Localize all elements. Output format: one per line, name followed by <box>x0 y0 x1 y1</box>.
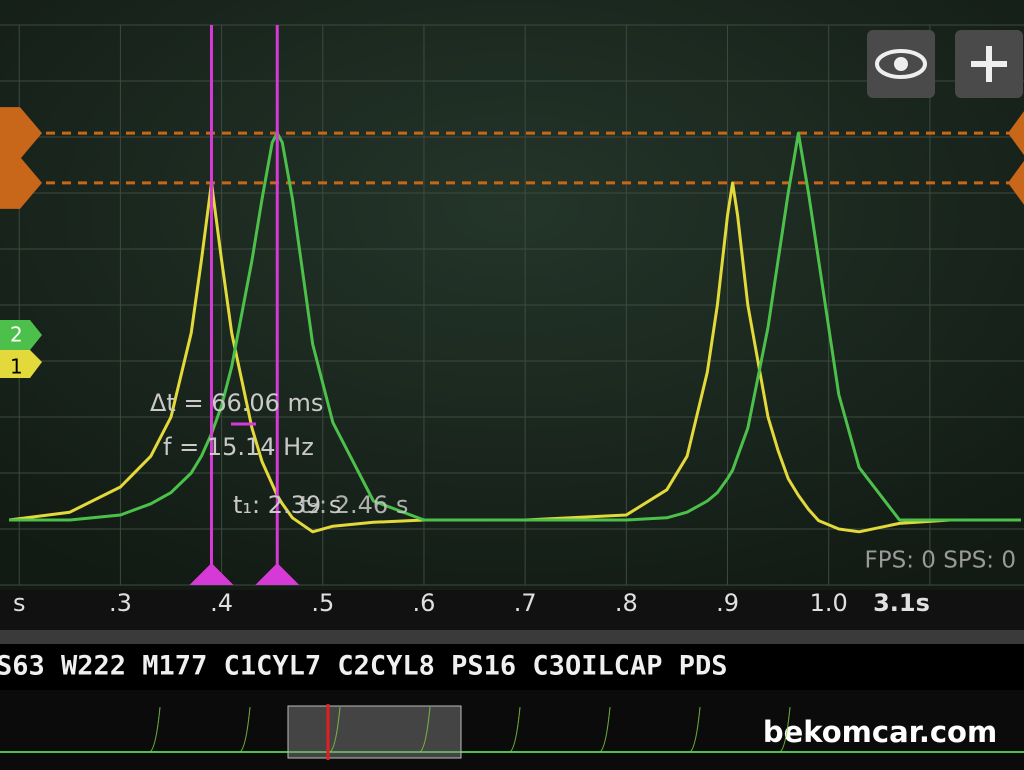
y-cursor-handle <box>1008 160 1024 205</box>
channel-tag-2[interactable] <box>0 320 42 350</box>
overview-trace <box>239 706 251 753</box>
x-tick-label: 3.1s <box>873 589 930 617</box>
t1: t₁: 2.39 s <box>233 491 341 519</box>
t2: t₂: 2.46 s <box>300 491 408 519</box>
x-tick-label: .7 <box>514 589 537 617</box>
trace <box>9 131 1021 522</box>
x-tick-label: .9 <box>716 589 739 617</box>
x-tick-label: .8 <box>615 589 638 617</box>
axis-bar <box>0 590 1024 630</box>
separator <box>0 630 1024 644</box>
x-cursor-handle <box>255 563 300 585</box>
channel-tag-label: 1 <box>10 355 23 379</box>
overview-trace <box>599 706 611 753</box>
overview[interactable] <box>0 704 1024 760</box>
x-tick-label: 1.0 <box>810 589 848 617</box>
x-tick-label: .6 <box>413 589 436 617</box>
delta-t: Δt = 66.06 ms <box>150 389 323 417</box>
overview-trace <box>149 706 161 753</box>
eye-button[interactable] <box>867 30 935 98</box>
overview-trace <box>689 706 701 753</box>
x-tick-label: .3 <box>109 589 132 617</box>
y-cursor-handle <box>0 107 42 160</box>
x-cursor-handle <box>189 563 234 585</box>
x-tick-label: .4 <box>210 589 233 617</box>
y-cursor-handle <box>0 156 42 209</box>
overview-trace <box>329 706 341 753</box>
overview-trace <box>509 706 521 753</box>
frequency: f = 15.14 Hz <box>163 433 314 461</box>
y-cursor-handle <box>1008 111 1024 156</box>
channel-text: S63 W222 M177 C1CYL7 C2CYL8 PS16 C3OILCA… <box>0 651 728 682</box>
channel-tag-1[interactable] <box>0 350 42 378</box>
x-tick-label: s <box>13 589 26 617</box>
channel-bar <box>0 644 1024 690</box>
overview-strip <box>0 690 1024 770</box>
overview-trace <box>779 706 791 753</box>
status: FPS: 0 SPS: 0 <box>865 548 1016 574</box>
overview-trace <box>419 706 431 753</box>
watermark: bekomcar.com <box>763 715 997 749</box>
x-tick-label: .5 <box>311 589 334 617</box>
channel-tag-label: 2 <box>10 323 23 347</box>
add-button[interactable] <box>955 30 1023 98</box>
